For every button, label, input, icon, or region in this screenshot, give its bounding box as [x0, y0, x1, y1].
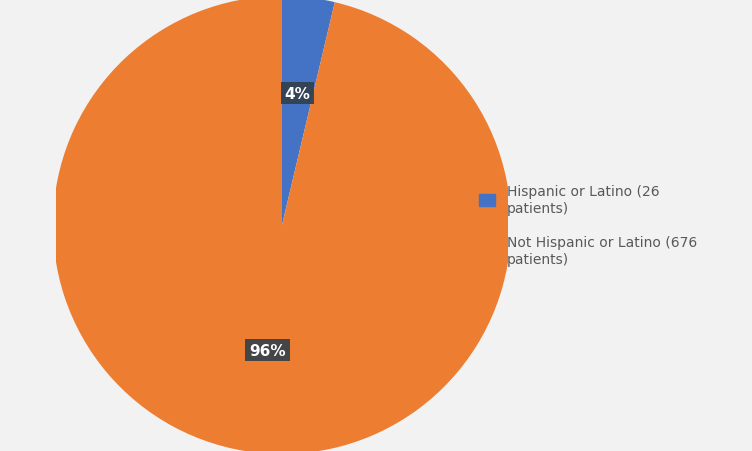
- Legend: Hispanic or Latino (26
patients), Not Hispanic or Latino (676
patients): Hispanic or Latino (26 patients), Not Hi…: [473, 179, 702, 272]
- Wedge shape: [53, 0, 511, 451]
- Text: 96%: 96%: [249, 343, 286, 358]
- Text: 4%: 4%: [284, 87, 311, 101]
- Wedge shape: [282, 0, 335, 226]
